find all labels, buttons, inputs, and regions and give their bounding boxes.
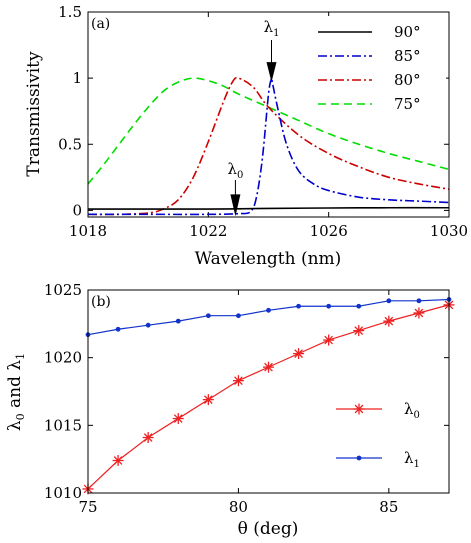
panel-b-y-label-part-0: λ [5,420,25,431]
panel-b-x-tick-label: 80 [229,498,248,516]
data-point-lambda1 [416,298,422,304]
panel-b-label: (b) [91,294,111,310]
panel-b-y-label: λ0 and λ1 [5,353,27,431]
panel-a-label: (a) [91,16,110,32]
panel-a-y-tick-label: 1.5 [58,3,82,21]
lambda1-arrow-head [266,62,277,83]
data-point-lambda1 [205,313,211,319]
panel-a-series [88,77,449,216]
panel-b-frame [87,289,450,494]
data-point-lambda1 [175,318,181,324]
panel-b-y-tick-label: 1015 [44,416,82,434]
panel-b-x-label: θ (deg) [238,519,299,539]
lambda0-annotation: λ0 [227,160,243,181]
data-point-lambda0 [353,325,365,337]
data-point-lambda1 [145,322,151,328]
legend-label-lambda0-subscript: 0 [414,410,420,421]
legend-label-lambda0-symbol: λ [404,400,414,418]
panel-a-x-tick-label: 1030 [430,222,468,240]
panel-a-y-tick-label: 0 [72,201,82,219]
panel-b-legend: λ0 λ1 [336,400,420,470]
panel-a-x-tick-label: 1018 [69,222,107,240]
panel-a-x-label: Wavelength (nm) [195,249,342,269]
data-point-lambda1 [326,303,332,309]
lambda0-arrow-head [230,194,241,217]
data-point-lambda1 [115,326,121,332]
panel-b-y-label-part-3: λ [5,360,25,371]
panel-b-y-label-part-1: 0 [14,413,27,420]
panel-a-annotations: λ1 λ0 [227,18,280,217]
panel-a-x-tick-label: 1026 [310,222,348,240]
panel-b-y-tick-label: 1020 [44,349,82,367]
data-point-lambda1 [236,313,241,319]
legend-label-85: 85° [394,47,421,65]
panel-b-ticks: 75 80 85 1010 1015 1020 1025 [44,281,449,516]
panel-a-legend: 90° 85° 80° 75° [310,16,446,124]
panel-a-y-label: Transmissivity [24,51,44,177]
data-point-lambda1 [296,303,301,309]
panel-a-y-tick-label: 1 [72,69,82,87]
series-line-85-deg [88,77,449,216]
panel-b-y-label-part-2: and [5,371,25,414]
legend-label-lambda1-subscript: 1 [414,459,420,470]
series-line-90-deg [88,206,449,210]
data-point-lambda0 [172,413,184,425]
panel-a-frame [87,11,450,218]
data-point-lambda0 [202,394,214,406]
lambda0-annotation-subscript: 0 [237,170,243,181]
data-point-lambda1 [356,303,362,309]
legend-marker-lambda0 [353,403,365,415]
lambda1-annotation: λ1 [264,18,280,39]
legend-label-lambda0: λ0 [404,400,420,421]
legend-marker-lambda0-star [353,403,365,415]
data-point-lambda1 [266,307,271,313]
data-point-lambda0 [142,432,154,444]
series-line-75-deg [88,77,449,185]
data-point-lambda0 [263,361,274,373]
data-point-lambda0 [413,307,425,319]
lambda0-annotation-symbol: λ [227,160,237,178]
series-line-lambda1 [87,298,450,336]
legend-label-lambda1: λ1 [404,449,420,470]
legend-label-75: 75° [394,95,421,113]
panel-b-y-tick-label: 1010 [44,484,82,502]
series-line-lambda0 [87,304,450,490]
data-point-lambda0 [383,315,395,327]
panel-a-legend-box [310,16,446,124]
legend-label-lambda1-symbol: λ [404,449,414,467]
panel-b-x-tick-label: 85 [379,498,398,516]
panel-a-x-tick-label: 1022 [189,222,227,240]
panel-b-series [82,297,455,495]
legend-label-80: 80° [394,71,421,89]
lambda1-annotation-symbol: λ [264,18,274,36]
data-point-lambda0 [323,334,335,346]
lambda1-annotation-subscript: 1 [273,28,279,39]
data-point-lambda0 [112,455,124,467]
panel-b-y-label-part-4: 1 [14,353,27,360]
panel-a-ticks: 1018 1022 1026 1030 0 0.5 1 1.5 [58,3,468,240]
data-point-lambda1 [386,298,392,304]
panel-b-x-tick-label: 75 [78,498,97,516]
legend-label-90: 90° [394,23,421,41]
data-point-lambda0 [293,348,305,360]
panel-b-y-tick-label: 1025 [44,281,82,299]
legend-marker-lambda1 [356,455,362,461]
data-point-lambda0 [232,375,244,387]
panel-a-y-tick-label: 0.5 [58,135,82,153]
